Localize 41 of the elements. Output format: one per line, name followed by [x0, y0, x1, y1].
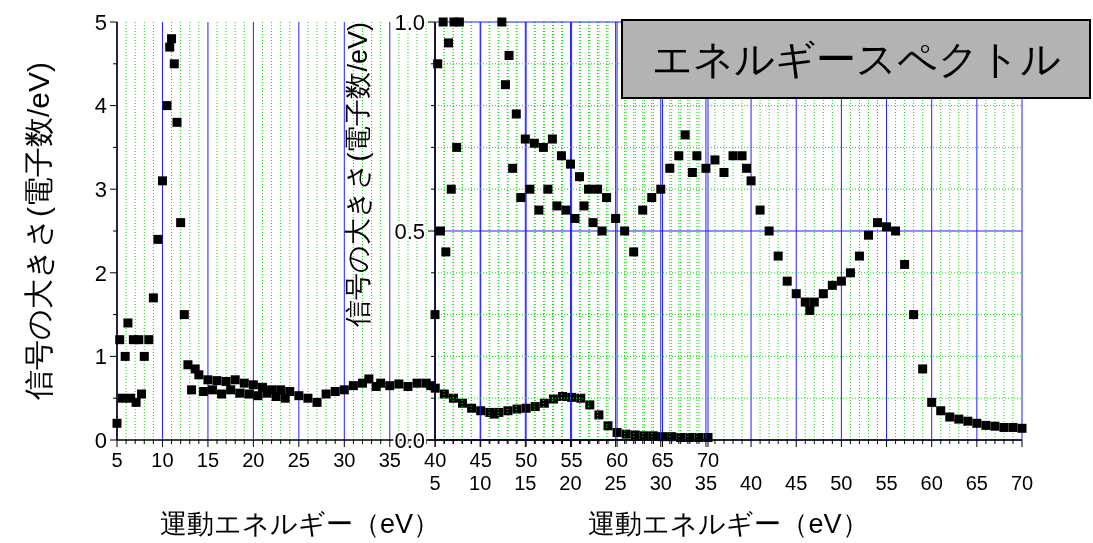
y-axis-title: 信号の大きさ(電子数/eV)	[343, 22, 373, 327]
x-tick-label: 65	[651, 449, 674, 471]
x-tick-label: 30	[649, 472, 672, 494]
x-tick-label: 40	[739, 472, 763, 494]
x-tick-label: 60	[605, 449, 629, 471]
x-tick-label: 25	[287, 449, 310, 471]
x-tick-label: 50	[830, 472, 853, 494]
y-tick-label: 2	[94, 260, 107, 286]
x-tick-label: 70	[1010, 472, 1034, 494]
x-tick-label: 60	[920, 472, 943, 494]
x-tick-label: 65	[965, 472, 988, 494]
x-tick-label: 35	[378, 449, 401, 471]
x-tick-label: 15	[196, 449, 220, 471]
x-tick-label: 70	[696, 449, 720, 471]
x-axis-title: 運動エネルギー（eV）	[159, 509, 441, 539]
x-tick-label: 20	[559, 472, 582, 494]
x-tick-label: 45	[785, 472, 808, 494]
x-tick-label: 10	[469, 472, 492, 494]
y-tick-label: 0.5	[394, 218, 425, 244]
x-tick-label: 15	[514, 472, 537, 494]
y-tick-label: 1	[94, 344, 107, 370]
y-tick-label: 1.0	[394, 9, 425, 35]
x-tick-label: 5	[429, 472, 441, 494]
y-axis-title: 信号の大きさ(電子数/eV)	[22, 61, 55, 401]
x-axis-title: 運動エネルギー（eV）	[588, 509, 869, 539]
y-tick-label: 3	[94, 176, 107, 202]
y-tick-label: 0	[94, 427, 107, 453]
y-tick-label: 4	[94, 93, 107, 119]
y-tick-label: 5	[94, 9, 107, 35]
x-tick-label: 20	[242, 449, 265, 471]
x-tick-label: 45	[469, 449, 492, 471]
x-tick-label: 50	[515, 449, 538, 471]
x-tick-label: 35	[694, 472, 718, 494]
x-tick-label: 40	[424, 449, 447, 471]
x-tick-label: 5	[111, 449, 123, 471]
x-tick-label: 30	[333, 449, 356, 471]
x-tick-label: 55	[560, 449, 583, 471]
x-tick-label: 10	[151, 449, 174, 471]
chart-title: エネルギースペクトル	[651, 37, 1061, 82]
x-tick-label: 55	[875, 472, 898, 494]
x-tick-label: 25	[604, 472, 627, 494]
